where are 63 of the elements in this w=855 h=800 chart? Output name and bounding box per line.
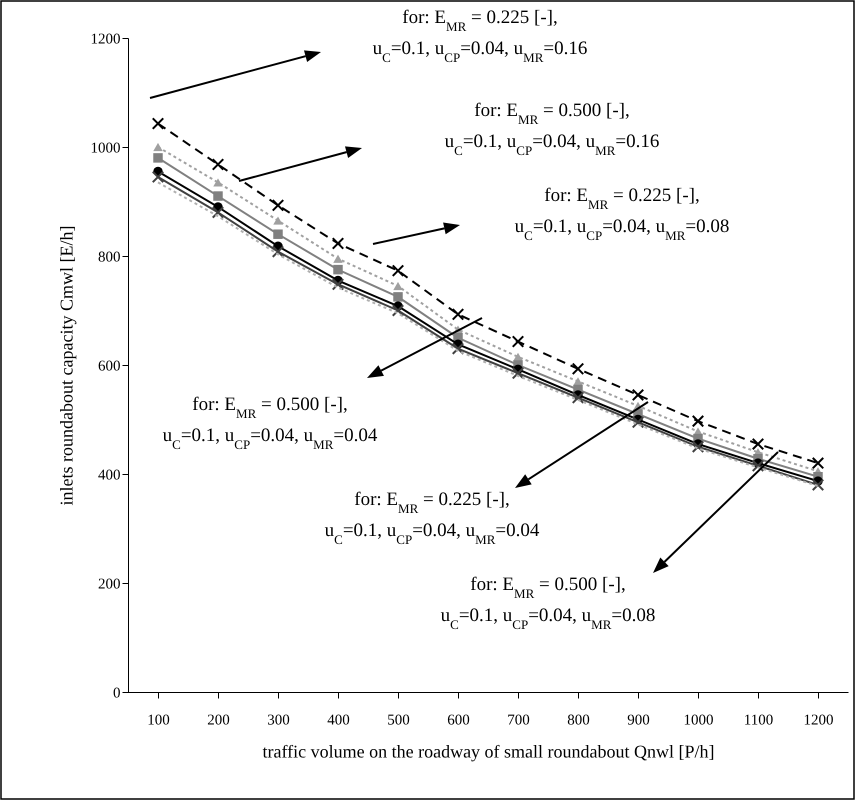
point bbox=[512, 335, 524, 348]
y-tick-label: 200 bbox=[98, 576, 120, 592]
point bbox=[452, 308, 464, 321]
text: for: E$_{MR}$ = 0.500 [-], u$_{C}$=0.1, u$_{CP}$=0.04, u$_{MR}$=0.04 bbox=[162, 394, 378, 452]
point bbox=[152, 170, 164, 184]
point bbox=[332, 237, 344, 250]
point bbox=[273, 216, 283, 225]
point bbox=[152, 117, 164, 130]
text: for: E$_{MR}$ = 0.500 [-], u$_{C}$=0.1, u$_{CP}$=0.04, u$_{MR}$=0.16 bbox=[444, 100, 660, 158]
x-tick-label: 500 bbox=[387, 712, 410, 728]
y-axis-title: inlets roundabout capacity Cmwl [E/h] bbox=[56, 226, 76, 506]
x-tick-label: 900 bbox=[627, 712, 650, 728]
point bbox=[153, 142, 163, 152]
point bbox=[752, 460, 764, 472]
point bbox=[572, 391, 584, 404]
point bbox=[572, 362, 584, 376]
point bbox=[392, 264, 404, 277]
text: for: E$_{MR}$ = 0.225 [-], u$_{C}$=0.1, u$_{CP}$=0.04, u$_{MR}$=0.16 bbox=[372, 7, 588, 64]
text: for: E$_{MR}$ = 0.225 [-], u$_{C}$=0.1, u$_{CP}$=0.04, u$_{MR}$=0.08 bbox=[514, 185, 730, 242]
x-tick-label: 300 bbox=[267, 712, 290, 728]
point bbox=[752, 438, 764, 450]
x-tick-label: 1100 bbox=[744, 712, 774, 728]
point bbox=[812, 456, 824, 470]
text: for: E$_{MR}$ = 0.500 [-], u$_{C}$=0.1, u$_{CP}$=0.04, u$_{MR}$=0.08 bbox=[440, 574, 656, 632]
y-tick-label: 800 bbox=[98, 250, 120, 266]
x-tick-label: 700 bbox=[507, 712, 530, 728]
x-tick-label: 200 bbox=[207, 712, 230, 728]
y-tick-label: 1000 bbox=[90, 140, 120, 156]
point bbox=[512, 366, 524, 380]
point bbox=[632, 388, 644, 402]
point bbox=[812, 478, 824, 492]
point bbox=[692, 440, 704, 453]
point bbox=[332, 278, 344, 291]
x-tick-label: 1200 bbox=[804, 712, 834, 728]
point bbox=[393, 282, 403, 290]
x-tick-label: 600 bbox=[447, 712, 470, 728]
point bbox=[573, 377, 583, 386]
point bbox=[333, 264, 343, 274]
point bbox=[212, 158, 224, 171]
point bbox=[452, 342, 464, 355]
text: for: E$_{MR}$ = 0.225 [-], u$_{C}$=0.1, u$_{CP}$=0.04, u$_{MR}$=0.04 bbox=[324, 489, 540, 546]
y-tick-label: 600 bbox=[98, 358, 120, 374]
point bbox=[213, 191, 223, 201]
point bbox=[333, 254, 343, 263]
x-tick-label: 800 bbox=[567, 712, 590, 728]
point bbox=[213, 178, 223, 187]
x-tick-label: 400 bbox=[327, 712, 350, 728]
point bbox=[273, 229, 283, 239]
point bbox=[692, 414, 704, 428]
x-tick-label: 100 bbox=[147, 712, 170, 728]
y-tick-label: 1200 bbox=[90, 32, 120, 48]
point bbox=[153, 153, 163, 163]
x-tick-label: 1000 bbox=[684, 712, 714, 728]
point bbox=[212, 206, 224, 219]
point bbox=[272, 245, 284, 258]
x-axis-title: traffic volume on the roadway of small roundabout Qnwl [P/h] bbox=[262, 742, 715, 762]
point bbox=[393, 292, 403, 302]
y-tick-label: 400 bbox=[98, 468, 120, 484]
y-tick-label: 0 bbox=[113, 686, 120, 702]
point bbox=[272, 199, 284, 212]
point bbox=[392, 304, 404, 317]
point bbox=[513, 352, 523, 361]
point bbox=[632, 416, 644, 428]
